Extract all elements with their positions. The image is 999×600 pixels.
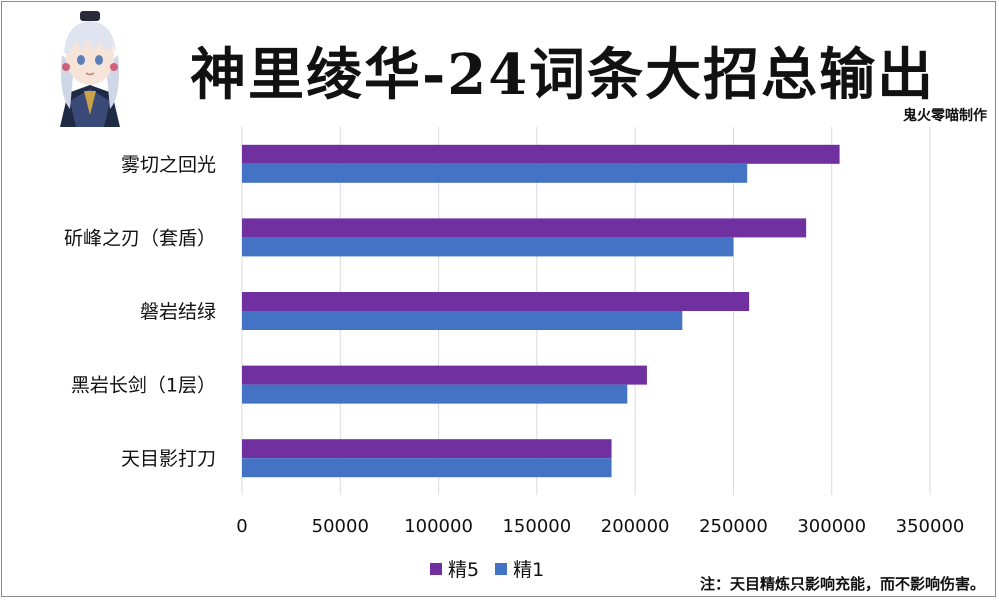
category-label: 磐岩结绿 — [140, 301, 216, 323]
x-tick-label: 350000 — [896, 516, 965, 537]
character-avatar — [60, 11, 120, 127]
category-label: 黑岩长剑（1层） — [71, 375, 216, 397]
bar-s1 — [242, 458, 612, 478]
bar-s1 — [242, 384, 628, 404]
legend-label-s5: 精5 — [448, 559, 480, 581]
category-label: 雾切之回光 — [121, 154, 216, 176]
x-tick-label: 150000 — [502, 516, 571, 537]
chart-title: 神里绫华-24词条大招总输出 — [190, 42, 936, 108]
legend-label-s1: 精1 — [513, 559, 545, 581]
x-tick-label: 300000 — [797, 516, 866, 537]
x-tick-label: 250000 — [699, 516, 768, 537]
legend-item-s5: 精5 — [430, 555, 479, 582]
bar-s1 — [242, 237, 734, 257]
bar-s5 — [242, 292, 750, 311]
author-credit: 鬼火零喵制作 — [903, 108, 987, 124]
category-label: 天目影打刀 — [121, 448, 216, 470]
x-tick-label: 0 — [236, 516, 247, 537]
legend-item-s1: 精1 — [495, 555, 544, 582]
bar-s5 — [242, 439, 612, 459]
bar-s1 — [242, 311, 683, 330]
footnote: 注：天目精炼只影响充能，而不影响伤害。 — [699, 575, 985, 593]
x-tick-label: 50000 — [312, 516, 369, 537]
x-tick-label: 100000 — [404, 516, 473, 537]
legend-swatch-s5 — [430, 562, 442, 575]
bar-s5 — [242, 144, 840, 164]
bar-s5 — [242, 218, 807, 238]
legend-swatch-s1 — [495, 562, 508, 575]
x-tick-label: 200000 — [601, 516, 670, 537]
category-label: 斫峰之刃（套盾） — [64, 227, 216, 249]
bar-s1 — [242, 163, 748, 183]
bar-s5 — [242, 365, 647, 385]
legend: 精5 精1 — [430, 555, 544, 582]
